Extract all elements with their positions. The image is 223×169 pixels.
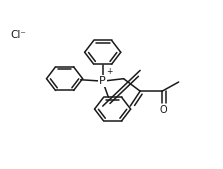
Text: O: O (159, 105, 167, 115)
Text: +: + (106, 67, 112, 76)
Text: P: P (99, 76, 106, 86)
Text: Cl⁻: Cl⁻ (10, 30, 26, 40)
